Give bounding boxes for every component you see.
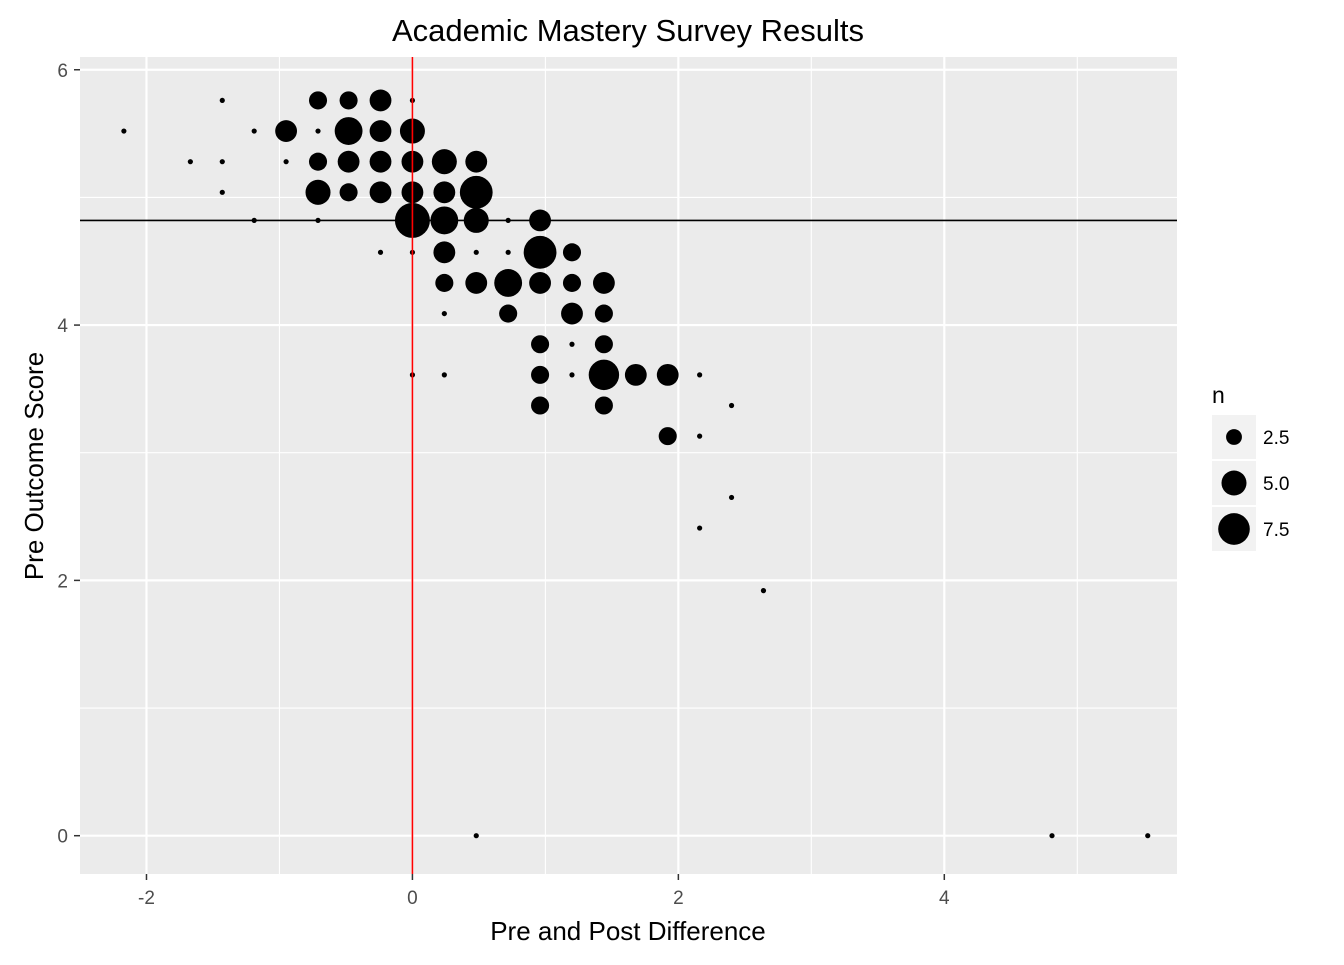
data-point	[494, 269, 523, 297]
data-point	[465, 150, 488, 173]
data-point	[283, 159, 289, 165]
data-point	[562, 243, 582, 262]
data-point	[337, 150, 360, 173]
data-point	[505, 249, 511, 255]
plot-panel	[80, 57, 1177, 874]
data-point	[760, 588, 767, 594]
data-point	[377, 249, 384, 255]
data-point	[728, 494, 735, 501]
data-point	[697, 433, 703, 439]
data-point	[308, 91, 328, 110]
legend-label: 5.0	[1263, 474, 1289, 495]
data-point	[697, 525, 703, 531]
data-point	[187, 159, 193, 165]
y-tick-label: 2	[57, 571, 68, 592]
legend-key-point	[1226, 429, 1242, 445]
data-point	[441, 372, 447, 378]
data-point	[275, 120, 298, 142]
panel-background	[80, 57, 1177, 874]
x-tick-label: 4	[939, 888, 950, 909]
y-tick-label: 6	[57, 61, 68, 82]
data-point	[569, 372, 575, 378]
data-point	[433, 181, 456, 204]
data-point	[339, 183, 358, 202]
data-point	[473, 249, 479, 255]
data-point	[697, 372, 703, 378]
data-point	[531, 335, 550, 354]
data-point	[431, 149, 457, 175]
data-point	[594, 335, 613, 354]
x-tick-label: -2	[138, 888, 155, 909]
data-point	[219, 159, 225, 165]
data-point	[658, 427, 677, 446]
data-point	[305, 179, 331, 205]
data-point	[369, 181, 392, 204]
data-point	[369, 150, 392, 173]
data-point	[339, 91, 358, 110]
data-point	[1049, 833, 1055, 839]
data-point	[1145, 833, 1151, 839]
data-point	[588, 359, 620, 391]
data-point	[561, 302, 583, 325]
y-axis-title: Pre Outcome Score	[19, 352, 49, 580]
chart-title: Academic Mastery Survey Results	[392, 13, 864, 48]
data-point	[728, 402, 735, 409]
data-point	[569, 341, 575, 347]
data-point	[529, 272, 551, 294]
size-legend: n 2.5 5.0 7.5	[1212, 382, 1289, 551]
data-point	[531, 396, 550, 415]
data-point	[594, 396, 613, 415]
data-point	[594, 304, 613, 323]
legend-key-point	[1218, 513, 1250, 545]
data-point	[459, 175, 493, 209]
legend-label: 2.5	[1263, 428, 1289, 449]
y-tick-label: 0	[57, 827, 68, 848]
legend-key-point	[1221, 470, 1247, 496]
data-point	[334, 117, 363, 145]
data-point	[531, 365, 550, 384]
data-point	[308, 152, 328, 171]
data-point	[465, 272, 488, 294]
x-tick-label: 0	[407, 888, 418, 909]
data-point	[592, 272, 615, 294]
data-point	[435, 273, 454, 292]
data-point	[441, 310, 447, 317]
legend-title: n	[1212, 382, 1225, 408]
data-point	[251, 128, 257, 134]
data-point	[433, 241, 456, 264]
data-point	[219, 97, 225, 104]
data-point	[219, 189, 225, 195]
x-tick-label: 2	[673, 888, 684, 909]
data-point	[523, 235, 557, 269]
data-point	[562, 273, 582, 292]
data-point	[369, 89, 392, 112]
data-point	[624, 363, 647, 386]
y-tick-label: 4	[57, 316, 68, 337]
data-point	[315, 128, 321, 134]
legend-label: 7.5	[1263, 520, 1289, 541]
data-point	[121, 128, 127, 134]
x-axis-title: Pre and Post Difference	[490, 916, 766, 946]
data-point	[499, 304, 518, 323]
data-point	[473, 833, 479, 839]
data-point	[369, 120, 392, 142]
data-point	[656, 363, 679, 386]
